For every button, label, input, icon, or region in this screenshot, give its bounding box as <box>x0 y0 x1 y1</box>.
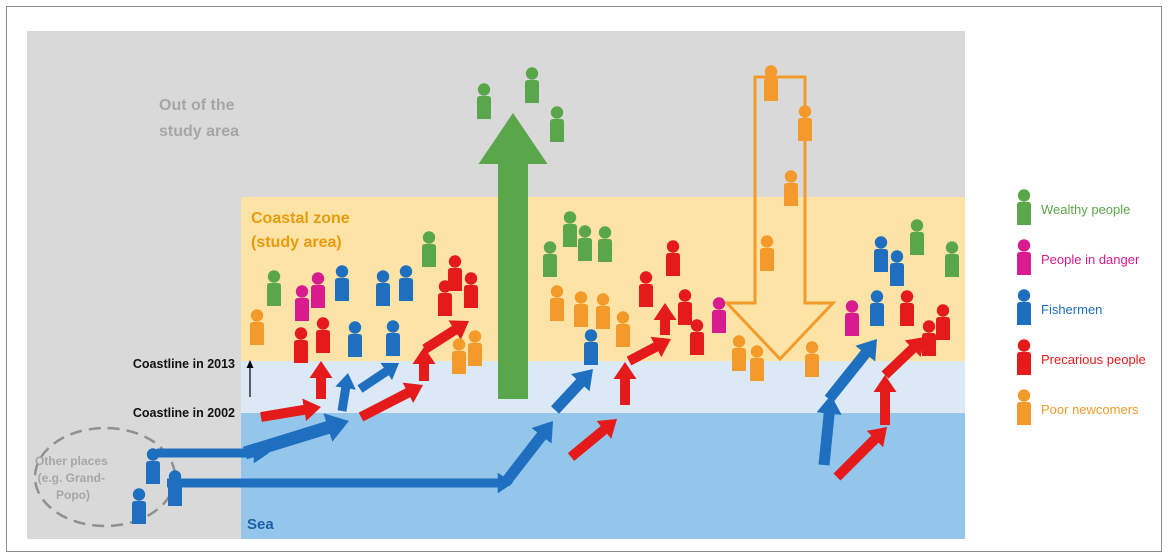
person-icon <box>732 335 746 371</box>
precarious-arrow <box>833 427 887 481</box>
person-icon <box>550 285 564 321</box>
coastal-zone-label: Coastal zone (study area) <box>251 210 354 251</box>
person-icon <box>550 106 564 142</box>
person-icon <box>295 285 309 321</box>
legend-person-icon <box>1017 339 1031 375</box>
fishermen-arrow <box>824 339 877 403</box>
person-icon <box>468 330 482 366</box>
person-icon <box>525 67 539 103</box>
precarious-arrow <box>567 419 617 461</box>
person-icon <box>678 289 692 325</box>
precarious-arrow <box>422 320 469 354</box>
fishermen-arrow <box>500 421 553 487</box>
person-icon <box>936 304 950 340</box>
diagram-frame: Out of the study area Coastal zone (stud… <box>6 6 1162 552</box>
coastline-shift-arrow <box>246 360 254 397</box>
person-icon <box>146 448 160 484</box>
coastline-2002-label: Coastline in 2002 <box>133 406 235 420</box>
person-icon <box>563 211 577 247</box>
coastal-migration-diagram: Out of the study area Coastal zone (stud… <box>27 31 1146 539</box>
legend-person-icon <box>1017 289 1031 325</box>
person-icon <box>712 297 726 333</box>
fishermen-arrow <box>551 369 593 414</box>
person-icon <box>311 272 325 308</box>
precarious-arrow <box>881 337 925 379</box>
person-icon <box>639 271 653 307</box>
person-icon <box>399 265 413 301</box>
fishermen-arrow <box>816 395 842 466</box>
coastal-zone <box>241 197 965 361</box>
person-icon <box>168 470 182 506</box>
legend-label: Precarious people <box>1041 352 1146 367</box>
person-icon <box>438 280 452 316</box>
person-icon <box>784 170 798 206</box>
person-icon <box>316 317 330 353</box>
person-icon <box>543 241 557 277</box>
person-icon <box>870 290 884 326</box>
precarious-arrow <box>412 347 436 381</box>
person-icon <box>132 488 146 524</box>
person-icon <box>386 320 400 356</box>
person-icon <box>798 105 812 141</box>
person-icon <box>690 319 704 355</box>
fishermen-arrow <box>157 442 269 464</box>
precarious-arrow <box>309 361 333 399</box>
person-icon <box>596 293 610 329</box>
person-icon <box>578 225 592 261</box>
person-icon <box>348 321 362 357</box>
precarious-arrow <box>358 382 423 422</box>
person-icon <box>666 240 680 276</box>
outside-zone-label: Out of the study area <box>159 97 239 140</box>
person-icon <box>750 345 764 381</box>
legend-label: Poor newcomers <box>1041 402 1139 417</box>
person-icon <box>805 341 819 377</box>
person-icon <box>477 83 491 119</box>
sea-label: Sea <box>247 516 274 533</box>
person-icon <box>294 327 308 363</box>
fishermen-arrow <box>335 373 356 412</box>
fishermen-arrow <box>357 362 399 393</box>
legend-label: People in danger <box>1041 252 1140 267</box>
precarious-arrow <box>613 362 637 405</box>
person-icon <box>874 236 888 272</box>
person-icon <box>616 311 630 347</box>
fishermen-arrow <box>243 413 349 460</box>
person-icon <box>910 219 924 255</box>
coastline-2013-label: Coastline in 2013 <box>133 357 235 371</box>
person-icon <box>845 300 859 336</box>
person-icon <box>574 291 588 327</box>
person-icon <box>900 290 914 326</box>
legend-label: Fishermen <box>1041 302 1102 317</box>
person-icon <box>422 231 436 267</box>
person-icon <box>890 250 904 286</box>
person-icon <box>945 241 959 277</box>
migration-arrows <box>157 75 925 494</box>
wealthy-departure-arrow <box>478 113 548 399</box>
legend-person-icon <box>1017 189 1031 225</box>
person-icon <box>922 320 936 356</box>
fishermen-arrow <box>167 472 513 494</box>
precarious-arrow <box>626 336 671 366</box>
person-icon <box>464 272 478 308</box>
person-icon <box>584 329 598 365</box>
person-icon <box>250 309 264 345</box>
legend-label: Wealthy people <box>1041 202 1130 217</box>
person-icon <box>598 226 612 262</box>
person-icon <box>764 65 778 101</box>
other-places-label: Other places (e.g. Grand- Popo) <box>35 454 111 502</box>
person-icon <box>452 338 466 374</box>
legend: Wealthy people People in danger Fishermen P… <box>1041 202 1146 417</box>
person-icon <box>760 235 774 271</box>
precarious-arrow <box>873 375 897 425</box>
precarious-arrow <box>653 303 677 335</box>
legend-person-icon <box>1017 239 1031 275</box>
person-icon <box>335 265 349 301</box>
person-icon <box>376 270 390 306</box>
person-icon <box>267 270 281 306</box>
legend-person-icon <box>1017 389 1031 425</box>
precarious-arrow <box>260 398 321 422</box>
